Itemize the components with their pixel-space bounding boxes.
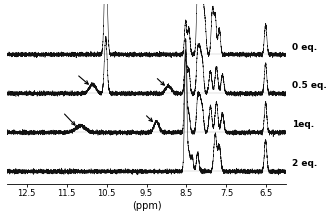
Text: 1eq.: 1eq. <box>292 120 314 130</box>
Text: 0 eq.: 0 eq. <box>292 43 317 51</box>
Text: 2 eq.: 2 eq. <box>292 159 318 168</box>
X-axis label: (ppm): (ppm) <box>132 201 161 211</box>
Text: 0.5 eq.: 0.5 eq. <box>292 82 327 90</box>
